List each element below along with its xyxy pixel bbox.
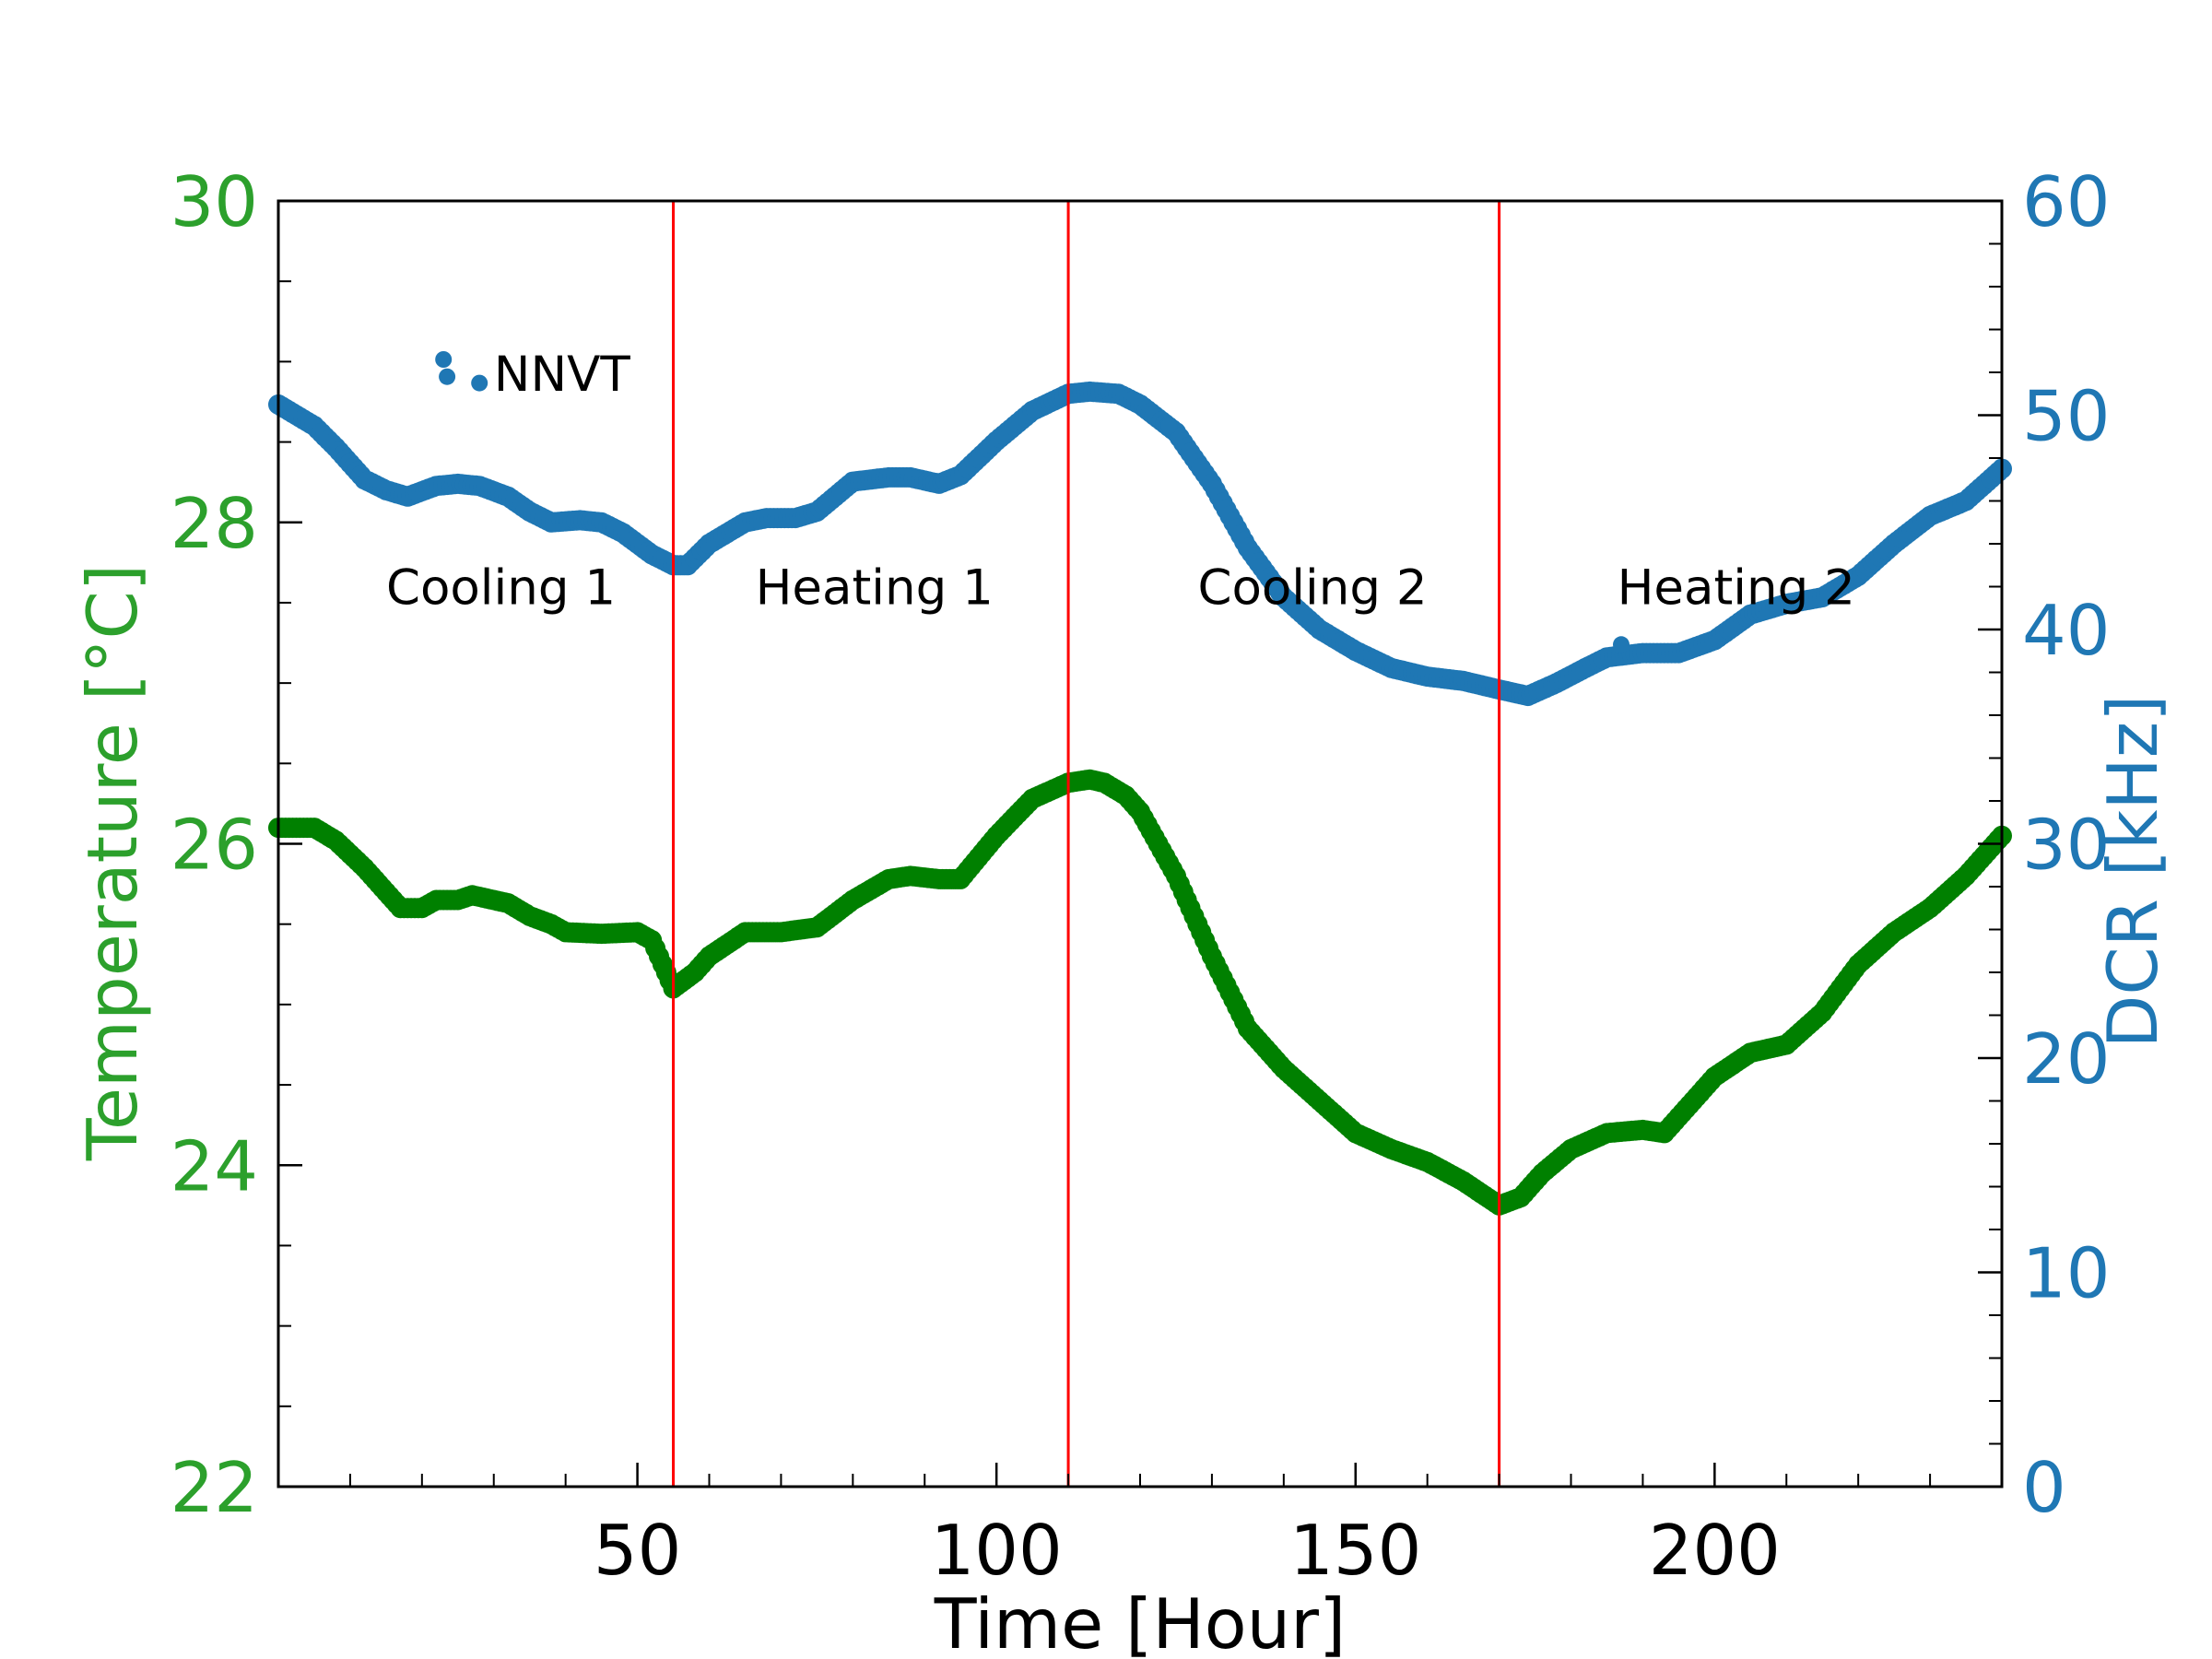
right-tick-label: 30 [2022,805,2110,886]
annotation-cooling-2: Cooling 2 [1197,560,1427,617]
right-tick-label: 40 [2022,590,2110,671]
x-tick-label: 200 [1649,1510,1781,1591]
right-tick-label: 20 [2022,1018,2110,1100]
outlier-point [439,368,456,385]
annotation-cooling-1: Cooling 1 [386,560,616,617]
left-axis-title: Temperature [°C] [72,564,153,1161]
left-tick-label: 22 [171,1447,258,1528]
x-tick-label: 100 [931,1510,1063,1591]
left-tick-label: 30 [171,161,258,242]
outlier-point [1613,636,1630,653]
right-tick-label: 50 [2022,376,2110,457]
outlier-point [471,374,488,392]
left-tick-label: 28 [171,483,258,564]
series-temperature [268,769,2012,1216]
annotation-heating-1: Heating 1 [756,560,994,617]
right-tick-label: 0 [2022,1447,2066,1528]
annotation-nnvt: NNVT [494,347,631,403]
annotation-heating-2: Heating 2 [1618,560,1855,617]
outlier-point [435,351,453,368]
left-tick-label: 24 [171,1125,258,1206]
axis-ticks: 50 100 150 200 22 24 26 28 30 0 10 20 30 40 50 60 [171,161,2111,1591]
region-divider-lines [672,201,1501,1487]
left-tick-label: 26 [171,805,258,886]
series-layer [268,351,2012,1216]
x-tick-label: 150 [1289,1510,1421,1591]
right-tick-label: 60 [2022,161,2110,242]
outlier-point [1160,418,1178,435]
right-axis-title: DCR [kHz] [2092,695,2173,1049]
right-tick-label: 10 [2022,1233,2110,1314]
series-dcr [268,351,2012,707]
x-axis-title: Time [Hour] [934,1583,1347,1659]
x-tick-label: 50 [594,1510,681,1591]
